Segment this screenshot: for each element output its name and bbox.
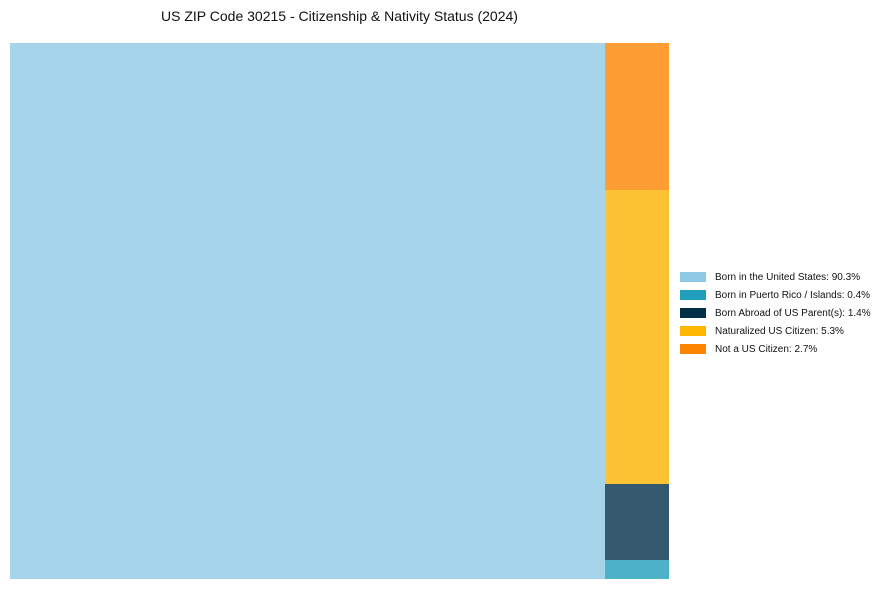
legend-item: Born in the United States: 90.3% xyxy=(680,268,871,286)
legend-item: Born Abroad of US Parent(s): 1.4% xyxy=(680,304,871,322)
legend-label: Born in Puerto Rico / Islands: 0.4% xyxy=(715,289,871,301)
legend-item: Naturalized US Citizen: 5.3% xyxy=(680,322,871,340)
tile-naturalized xyxy=(605,190,669,484)
legend-label: Not a US Citizen: 2.7% xyxy=(715,343,818,355)
legend: Born in the United States: 90.3% Born in… xyxy=(680,268,871,358)
legend-swatch xyxy=(680,290,706,300)
tile-born-abroad-us-parents xyxy=(605,484,669,560)
legend-swatch xyxy=(680,326,706,336)
legend-item: Born in Puerto Rico / Islands: 0.4% xyxy=(680,286,871,304)
chart-title: US ZIP Code 30215 - Citizenship & Nativi… xyxy=(161,8,518,24)
legend-swatch xyxy=(680,344,706,354)
legend-swatch xyxy=(680,308,706,318)
legend-label: Naturalized US Citizen: 5.3% xyxy=(715,325,844,337)
tile-not-us-citizen xyxy=(605,43,669,190)
legend-label: Born Abroad of US Parent(s): 1.4% xyxy=(715,307,871,319)
legend-swatch xyxy=(680,272,706,282)
legend-label: Born in the United States: 90.3% xyxy=(715,271,861,283)
tile-born-in-us xyxy=(10,43,605,579)
tile-born-puerto-rico xyxy=(605,560,669,579)
legend-item: Not a US Citizen: 2.7% xyxy=(680,340,871,358)
